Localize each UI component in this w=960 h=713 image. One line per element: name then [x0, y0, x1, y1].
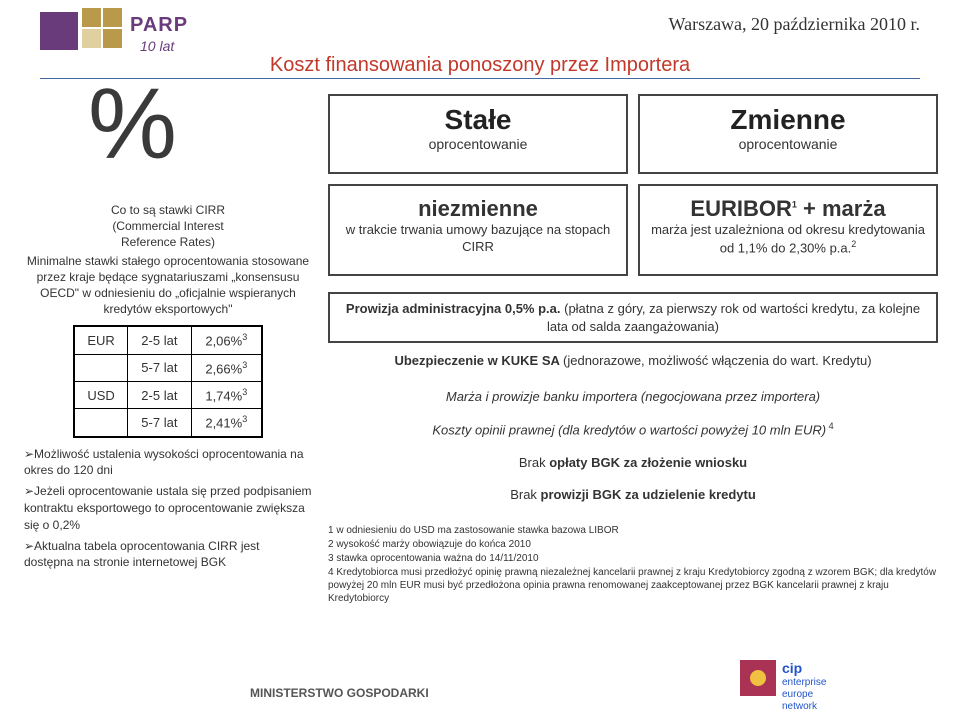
no-commission-row: Brak prowizji BGK za udzielenie kredytu [328, 486, 938, 504]
table-cell: 5-7 lat [128, 409, 191, 437]
footnote: 4 Kredytobiorca musi przedłożyć opinię p… [328, 566, 938, 605]
cirr-line2: (Commercial Interest [22, 218, 314, 234]
table-cell: 2,06%3 [191, 326, 262, 354]
table-cell: 2-5 lat [128, 326, 191, 354]
table-cell: USD [74, 381, 128, 408]
fixed-sub: oprocentowanie [336, 136, 620, 152]
fixed-rate-header: Stałe oprocentowanie [328, 94, 628, 174]
logo-text: PARP [130, 14, 188, 37]
margin-row: Marża i prowizje banku importera (negocj… [328, 388, 938, 406]
no-fee-row: Brak opłaty BGK za złożenie wniosku [328, 454, 938, 472]
variable-rate-detail: EURIBOR1 + marża marża jest uzależniona … [638, 184, 938, 276]
note-item: ➢Jeżeli oprocentowanie ustala się przed … [24, 483, 312, 533]
insurance-row: Ubezpieczenie w KUKE SA (jednorazowe, mo… [328, 352, 938, 370]
footnote: 1 w odniesieniu do USD ma zastosowanie s… [328, 524, 938, 537]
note-item: ➢Aktualna tabela oprocentowania CIRR jes… [24, 538, 312, 572]
cirr-line1: Co to są stawki CIRR [22, 202, 314, 218]
fixed-title: Stałe [336, 104, 620, 136]
parp-logo: PARP 10 lat [40, 8, 200, 58]
ministry-label: MINISTERSTWO GOSPODARKI [250, 686, 429, 700]
table-cell: 2-5 lat [128, 381, 191, 408]
cirr-line3: Reference Rates) [22, 234, 314, 250]
table-cell: 5-7 lat [128, 354, 191, 381]
document-date: Warszawa, 20 października 2010 r. [669, 14, 920, 35]
fixed-detail-sub: w trakcie trwania umowy bazujące na stop… [336, 222, 620, 256]
var-detail-sub: marża jest uzależniona od okresu kredyto… [646, 222, 930, 257]
fixed-detail-title: niezmienne [336, 196, 620, 222]
legal-costs-row: Koszty opinii prawnej (dla kredytów o wa… [328, 420, 938, 439]
admin-fee-row: Prowizja administracyjna 0,5% p.a. (płat… [328, 292, 938, 343]
cirr-line4: Minimalne stawki stałego oprocentowania … [22, 253, 314, 318]
footnotes: 1 w odniesieniu do USD ma zastosowanie s… [328, 524, 938, 606]
cirr-description: Co to są stawki CIRR (Commercial Interes… [18, 202, 318, 317]
left-notes: ➢Możliwość ustalenia wysokości oprocento… [18, 446, 318, 572]
note-item: ➢Możliwość ustalenia wysokości oprocento… [24, 446, 312, 480]
footnote: 2 wysokość marży obowiązuje do końca 201… [328, 538, 938, 551]
fixed-rate-detail: niezmienne w trakcie trwania umowy bazuj… [328, 184, 628, 276]
percent-symbol: % [88, 74, 177, 174]
table-cell [74, 354, 128, 381]
cip-logo: cip enterprise europe network [740, 660, 900, 700]
variable-rate-header: Zmienne oprocentowanie [638, 94, 938, 174]
var-title: Zmienne [646, 104, 930, 136]
table-cell: 1,74%3 [191, 381, 262, 408]
footnote: 3 stawka oprocentowania ważna do 14/11/2… [328, 552, 938, 565]
var-sub: oprocentowanie [646, 136, 930, 152]
table-cell: EUR [74, 326, 128, 354]
table-cell: 2,41%3 [191, 409, 262, 437]
table-cell [74, 409, 128, 437]
var-detail-title: EURIBOR1 + marża [646, 196, 930, 222]
rates-table: EUR 2-5 lat 2,06%3 5-7 lat 2,66%3 USD 2-… [73, 325, 263, 437]
logo-subtext: 10 lat [140, 38, 174, 54]
table-cell: 2,66%3 [191, 354, 262, 381]
